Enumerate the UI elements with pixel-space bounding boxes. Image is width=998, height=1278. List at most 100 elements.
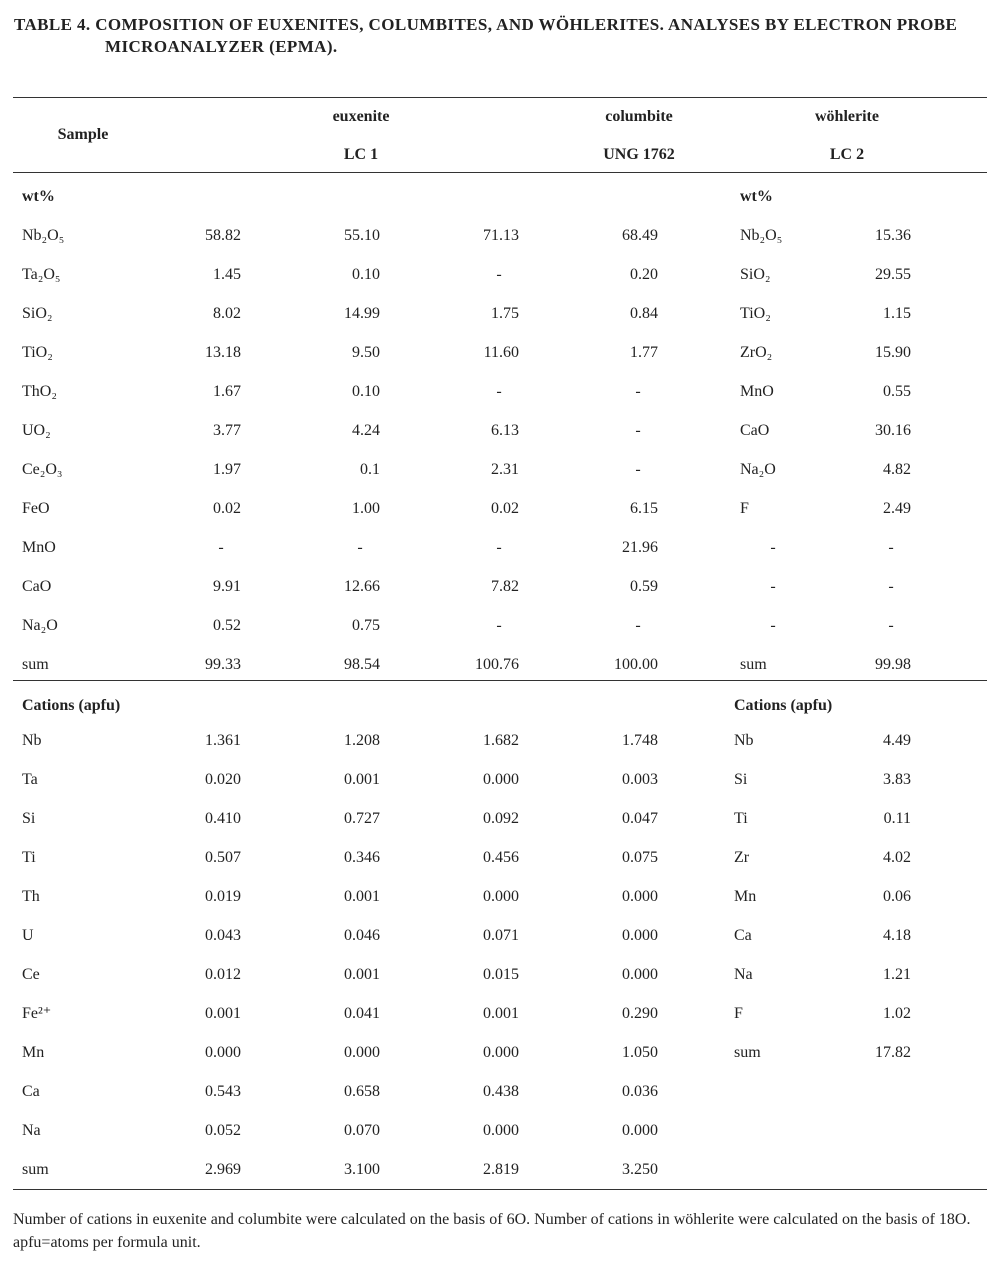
cell: 0.052 [205,1122,241,1139]
cell: 0.041 [344,1005,380,1022]
cell: 99.98 [875,656,911,673]
cell: 0.55 [883,383,911,400]
cell: 4.02 [883,849,911,866]
cell: 0.012 [205,966,241,983]
row-label: F [734,1005,743,1022]
cell: 4.49 [883,732,911,749]
cell: 0.000 [483,888,519,905]
section-heading: Cations (apfu) [734,697,833,714]
cell: 0.438 [483,1083,519,1100]
cell: 8.02 [213,305,241,322]
cell: 0.000 [622,927,658,944]
row-label: Si [22,810,36,827]
sample-header: Sample [57,126,109,143]
row-label: ZrO₂ [740,344,773,361]
cell: 0.000 [622,966,658,983]
cell: 0.06 [883,888,911,905]
cell: 7.82 [491,578,519,595]
rule [13,172,987,173]
row-label: UO₂ [22,422,51,439]
cell: 0.84 [630,305,658,322]
cell: 6.13 [491,422,519,439]
row-label: F [740,500,749,517]
row-label: - [770,578,776,595]
cell: 0.290 [622,1005,658,1022]
row-label: Nb₂O₅ [740,227,783,244]
cell: 0.000 [622,1122,658,1139]
cell: 2.969 [205,1161,241,1178]
cell: 68.49 [622,227,658,244]
cell: - [496,539,502,556]
cell: 0.001 [344,966,380,983]
rule [13,1189,987,1190]
cell: 0.658 [344,1083,380,1100]
row-label: Ce₂O₃ [22,461,63,478]
cell: 0.346 [344,849,380,866]
cell: - [496,266,502,283]
row-label: Ca [22,1083,40,1100]
row-label: TiO₂ [22,344,53,361]
cell: 0.000 [483,1122,519,1139]
row-label: MnO [740,383,774,400]
cell: 1.682 [483,732,519,749]
row-label: Ce [22,966,40,983]
cell: - [635,617,641,634]
cell: 0.070 [344,1122,380,1139]
row-label: sum [740,656,767,673]
cell: 0.047 [622,810,658,827]
row-label: Mn [734,888,757,905]
row-label: Ti [734,810,748,827]
cell: 1.97 [213,461,241,478]
cell: 1.00 [352,500,380,517]
cell: 0.02 [213,500,241,517]
rule [13,97,987,98]
cell: 0.727 [344,810,380,827]
cell: 0.003 [622,771,658,788]
cell: 55.10 [344,227,380,244]
cell: 15.36 [875,227,911,244]
cell: 3.83 [883,771,911,788]
cell: 1.45 [213,266,241,283]
table-title: TABLE 4. COMPOSITION OF EUXENITES, COLUM… [14,15,958,56]
cell: 1.050 [622,1044,658,1061]
row-label: Na [734,966,753,983]
cell: 98.54 [344,656,380,673]
cell: 11.60 [483,344,519,361]
cell: 0.001 [344,888,380,905]
cell: 9.91 [213,578,241,595]
cell: 9.50 [352,344,380,361]
cell: 21.96 [622,539,658,556]
row-label: Fe²⁺ [22,1005,52,1022]
cell: 0.000 [205,1044,241,1061]
cell: - [218,539,224,556]
row-label: Nb [22,732,42,749]
cell: 30.16 [875,422,911,439]
row-label: SiO₂ [22,305,53,322]
section-heading: wt% [22,188,55,205]
cell: 6.15 [630,500,658,517]
mineral-header: euxenite [332,108,390,125]
cell: 2.31 [491,461,519,478]
cell: 1.77 [630,344,658,361]
row-label: CaO [22,578,52,595]
cell: 0.456 [483,849,519,866]
row-label: Nb [734,732,754,749]
row-label: sum [22,656,49,673]
row-label: - [770,617,776,634]
section-heading: Cations (apfu) [22,697,121,714]
cell: 1.15 [883,305,911,322]
row-label: Ta [22,771,38,788]
cell: 12.66 [344,578,380,595]
cell: - [357,539,363,556]
cell: 0.000 [344,1044,380,1061]
cell: 3.100 [344,1161,380,1178]
cell: 0.11 [883,810,911,827]
row-label: sum [734,1044,761,1061]
footnote: Number of cations in euxenite and columb… [13,1211,971,1251]
row-label: Th [22,888,40,905]
cell: 0.10 [352,266,380,283]
cell: 0.092 [483,810,519,827]
cell: 1.361 [205,732,241,749]
row-label: Na₂O [22,617,58,634]
cell: 0.1 [360,461,380,478]
